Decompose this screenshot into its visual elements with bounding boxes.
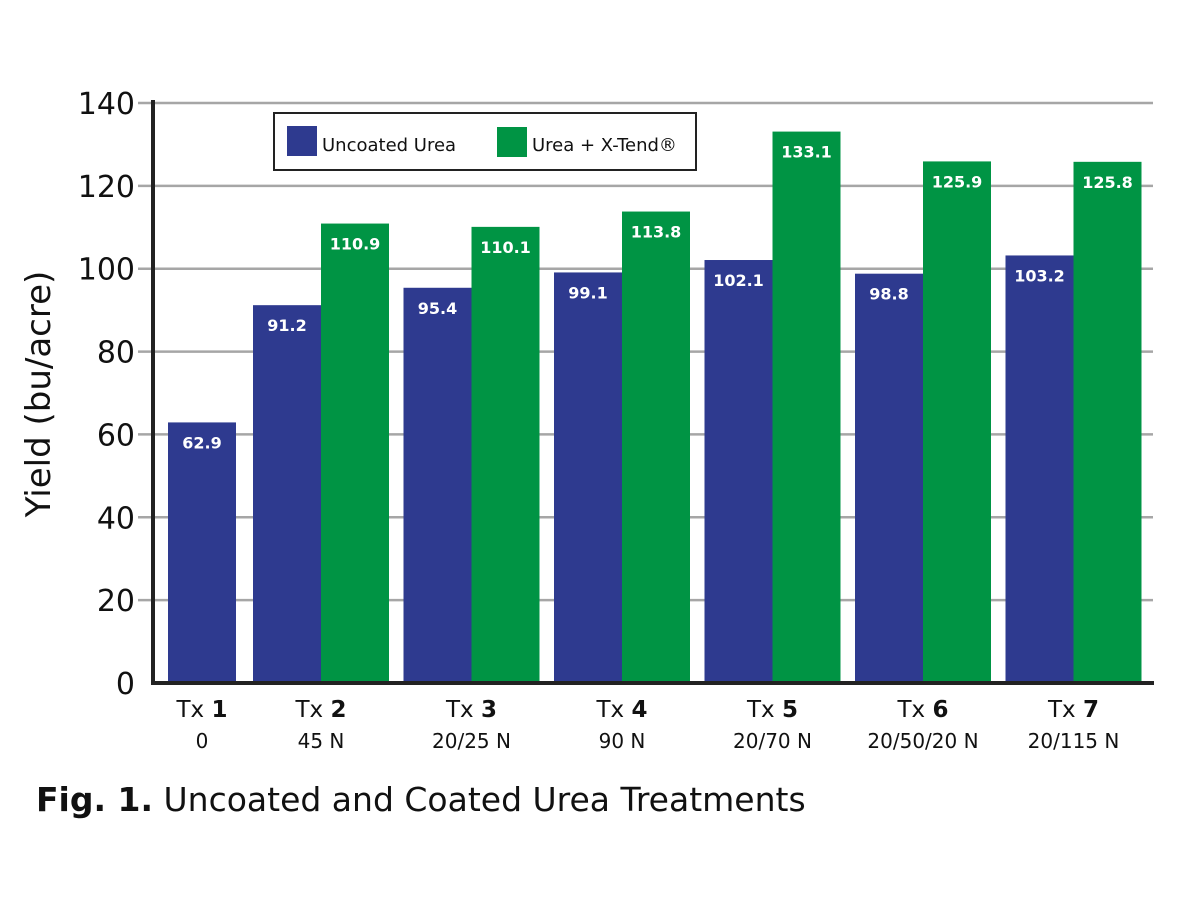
legend-box xyxy=(273,112,697,171)
bar-uncoated-urea xyxy=(1005,255,1074,683)
bar-value-label: 110.9 xyxy=(330,235,381,254)
y-tick-label: 0 xyxy=(116,667,135,702)
category-prefix: Tx xyxy=(295,697,331,723)
bar-value-label: 91.2 xyxy=(267,316,306,335)
bar-value-label: 99.1 xyxy=(568,283,607,302)
x-category-sublabel: 90 N xyxy=(599,729,646,753)
bar-uncoated-urea xyxy=(554,272,622,683)
x-category-label: Tx 3 xyxy=(445,697,497,723)
bar-value-label: 133.1 xyxy=(781,143,832,162)
caption-prefix: Fig. 1. xyxy=(36,780,153,819)
bar-urea-x-tend xyxy=(471,226,540,683)
bar-value-label: 113.8 xyxy=(631,223,682,242)
bar-value-label: 103.2 xyxy=(1014,266,1065,285)
x-category-sublabel: 20/115 N xyxy=(1028,729,1120,753)
legend-label-urea-x-tend: Urea + X-Tend® xyxy=(532,135,677,156)
x-category-label: Tx 2 xyxy=(295,697,347,723)
category-number: 3 xyxy=(481,697,497,723)
category-prefix: Tx xyxy=(897,697,933,723)
bar-uncoated-urea xyxy=(253,305,321,683)
bar-urea-x-tend xyxy=(321,223,389,684)
x-category-label: Tx 5 xyxy=(746,697,798,723)
x-category-sublabel: 0 xyxy=(196,729,209,753)
bar-urea-x-tend xyxy=(772,131,841,684)
bar-uncoated-urea xyxy=(168,422,236,683)
bar-urea-x-tend xyxy=(622,211,690,684)
y-tick-labels: 0 20 40 60 80 100 120 140 xyxy=(78,87,135,702)
category-prefix: Tx xyxy=(445,697,481,723)
category-prefix: Tx xyxy=(596,697,632,723)
bar-uncoated-urea xyxy=(403,287,472,683)
category-number: 7 xyxy=(1083,697,1099,723)
category-number: 1 xyxy=(211,697,227,723)
x-category-sublabel: 45 N xyxy=(298,729,345,753)
bar-urea-x-tend xyxy=(923,161,991,683)
x-category-label: Tx 7 xyxy=(1047,697,1099,723)
x-category-sublabel: 20/50/20 N xyxy=(867,729,978,753)
bar-uncoated-urea xyxy=(855,273,923,683)
category-number: 4 xyxy=(631,697,647,723)
category-number: 6 xyxy=(932,697,948,723)
x-category-label: Tx 6 xyxy=(897,697,949,723)
bar-value-label: 102.1 xyxy=(713,271,764,290)
category-number: 2 xyxy=(330,697,346,723)
bar-value-label: 110.1 xyxy=(480,238,531,257)
category-number: 5 xyxy=(782,697,798,723)
y-tick-label: 40 xyxy=(97,501,135,536)
category-prefix: Tx xyxy=(1047,697,1083,723)
bar-value-label: 125.9 xyxy=(932,172,983,191)
category-prefix: Tx xyxy=(746,697,782,723)
legend-label-uncoated-urea: Uncoated Urea xyxy=(322,135,456,156)
bar-value-label: 98.8 xyxy=(869,285,908,304)
y-tick-label: 140 xyxy=(78,87,135,122)
y-tick-label: 120 xyxy=(78,170,135,205)
y-tick-label: 100 xyxy=(78,253,135,288)
x-category-sublabel: 20/25 N xyxy=(432,729,511,753)
bar-value-labels: 62.9 91.2 110.9 95.4 110.1 99.1 113.8 102.1 133.… xyxy=(182,143,1133,453)
bar-urea-x-tend xyxy=(1073,161,1142,684)
y-tick-label: 80 xyxy=(97,336,135,371)
bar-value-label: 95.4 xyxy=(418,299,457,318)
y-tick-label: 20 xyxy=(97,584,135,619)
legend-swatch-uncoated-urea xyxy=(287,126,317,156)
y-axis-label: Yield (bu/acre) xyxy=(19,271,59,519)
bar-value-label: 62.9 xyxy=(182,433,221,452)
x-category-sublabel: 20/70 N xyxy=(733,729,812,753)
legend-swatch-urea-x-tend xyxy=(497,127,527,157)
bars xyxy=(168,131,1142,684)
category-prefix: Tx xyxy=(176,697,212,723)
x-category-label: Tx 1 xyxy=(176,697,228,723)
y-tick-label: 60 xyxy=(97,418,135,453)
x-category-label: Tx 4 xyxy=(596,697,648,723)
caption-text: Uncoated and Coated Urea Treatments xyxy=(163,780,806,819)
bar-uncoated-urea xyxy=(704,260,773,683)
legend: Uncoated Urea Urea + X-Tend® xyxy=(273,112,697,171)
bar-value-label: 125.8 xyxy=(1082,173,1133,192)
figure-caption: Fig. 1. Uncoated and Coated Urea Treatme… xyxy=(36,780,806,819)
